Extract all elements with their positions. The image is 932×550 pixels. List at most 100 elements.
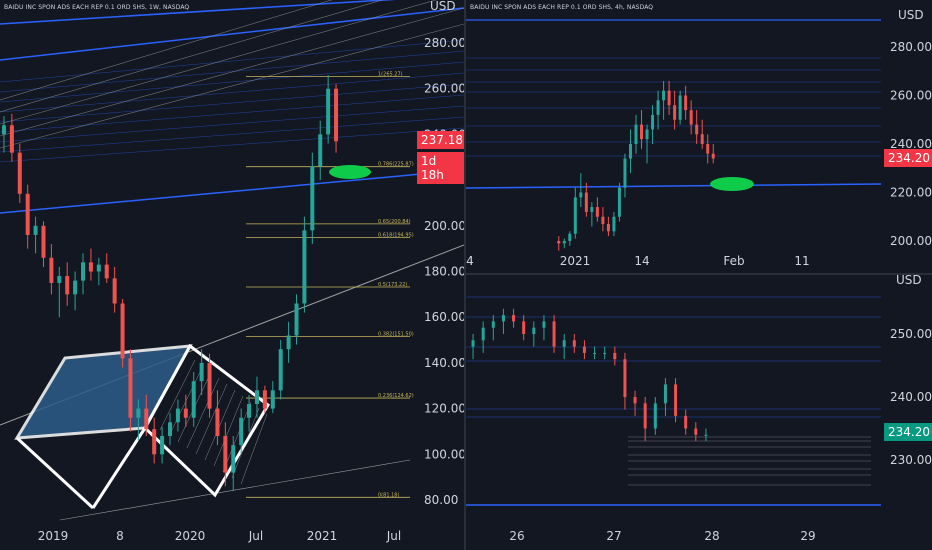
candle-body (674, 384, 678, 416)
hatch-line (159, 359, 196, 431)
last-price-label: 237.18 (417, 131, 464, 149)
candle-body (33, 225, 38, 235)
weekly-y-tick-label: 160.00 (424, 310, 464, 324)
candle-body (49, 257, 54, 283)
candle-body (542, 321, 546, 328)
intraday-x-tick-label: 29 (800, 529, 815, 543)
bar-countdown-label: 1d 18h (417, 152, 464, 184)
4h-y-tick-label: 280.00 (890, 40, 932, 54)
candle-body (96, 264, 101, 272)
weekly-chart-pane[interactable]: 1(265.27) 0.786(225.87) 0.65(200.84) 0.618(… (0, 0, 464, 550)
candle-body (294, 303, 299, 336)
candle-body (673, 105, 677, 120)
candle-body (262, 390, 267, 409)
candle-body (557, 241, 561, 244)
candle-body (223, 436, 228, 473)
candle-body (552, 321, 556, 347)
candle-body (65, 276, 70, 295)
candle-body (128, 358, 133, 418)
candle-body (17, 152, 22, 194)
hatch-line (240, 413, 268, 485)
candle-body (88, 262, 93, 272)
candle-body (645, 129, 649, 140)
4h-x-tick-label: 4 (466, 254, 474, 268)
weekly-y-tick-label: 260.00 (424, 82, 464, 96)
candle-body (168, 422, 172, 437)
candle-body (643, 403, 647, 429)
4h-chart-pane[interactable]: 280.00 260.00 240.00 220.00 200.00 4 2021 14 Feb… (466, 0, 932, 273)
hatch-line (204, 389, 236, 461)
weekly-x-tick-label: Jul (386, 529, 401, 543)
candle-body (711, 153, 715, 159)
weekly-x-tick-label: Jul (248, 529, 263, 543)
candle-body (651, 114, 655, 130)
candle-body (623, 359, 627, 397)
fib-level-label: 0.5(173.22) (378, 282, 407, 288)
candle-body (617, 187, 621, 217)
drawing-edge (15, 436, 95, 510)
hatch-line (222, 401, 252, 473)
fib-level-label: 0.65(200.84) (378, 219, 411, 225)
candle-body (704, 434, 708, 436)
trend-line (0, 0, 437, 125)
candle-body (326, 88, 331, 135)
fan-line (0, 39, 464, 83)
candle-body (684, 95, 688, 111)
candle-body (1, 125, 6, 135)
4h-y-unit: USD (898, 8, 924, 22)
fan-line (0, 83, 464, 123)
intraday-chart-pane[interactable]: 250.00 240.00 230.00 26 27 28 29 USD 234.20 (466, 275, 932, 550)
candle-body (593, 352, 597, 354)
candle-body (689, 110, 693, 125)
candle-body (522, 321, 526, 334)
4h-chart-canvas[interactable]: 280.00 260.00 240.00 220.00 200.00 4 2021 14 Feb… (466, 0, 932, 273)
candle-body (706, 144, 710, 154)
weekly-chart-canvas[interactable]: 1(265.27) 0.786(225.87) 0.65(200.84) 0.618(… (0, 0, 464, 550)
candle-body (562, 340, 566, 347)
candle-body (633, 397, 637, 404)
candle-body (183, 408, 188, 418)
candle-body (532, 327, 536, 334)
candle-body (613, 352, 617, 360)
fib-level-label: 1(265.27) (378, 72, 403, 78)
pane-divider-horizontal[interactable] (466, 273, 932, 275)
candle-body (562, 241, 566, 244)
support-line (466, 183, 882, 189)
trend-line (0, 7, 464, 137)
candle-body (582, 346, 586, 353)
fan-line (0, 105, 464, 143)
fan-line (0, 127, 464, 163)
fib-level-label: 0.786(225.87) (378, 162, 414, 168)
candle-body (663, 384, 667, 404)
candle-body (623, 158, 627, 188)
intraday-chart-canvas[interactable]: 250.00 240.00 230.00 26 27 28 29 (466, 275, 932, 550)
candle-body (640, 124, 644, 140)
4h-x-tick-label: 14 (634, 254, 649, 268)
hatch-line (186, 377, 220, 449)
weekly-chart-title: BAIDU INC SPON ADS EACH REP 0.1 ORD SHS,… (4, 4, 190, 11)
target-ellipse (329, 165, 371, 179)
candle-body (231, 445, 236, 473)
candle-body (678, 95, 682, 120)
intraday-y-tick-label: 240.00 (890, 390, 932, 404)
intraday-y-unit: USD (896, 275, 922, 287)
pane-divider-vertical[interactable] (464, 0, 466, 550)
candle-body (512, 315, 516, 322)
intraday-last-price-label: 234.20 (884, 423, 932, 441)
hatch-line (213, 395, 244, 467)
4h-y-tick-label: 220.00 (890, 186, 932, 200)
fan-line (0, 50, 464, 93)
candle-body (662, 90, 666, 101)
weekly-y-tick-label: 200.00 (424, 219, 464, 233)
candle-body (694, 428, 698, 435)
4h-x-tick-label: 2021 (560, 254, 591, 268)
candle-body (207, 362, 212, 409)
candle-body (573, 197, 577, 234)
weekly-y-tick-label: 80.00 (424, 493, 458, 507)
candle-body (568, 233, 572, 241)
candle-body (9, 125, 14, 153)
channel-line (0, 169, 464, 214)
candle-body (191, 381, 196, 418)
candle-body (667, 90, 671, 106)
4h-y-tick-label: 240.00 (890, 137, 932, 151)
